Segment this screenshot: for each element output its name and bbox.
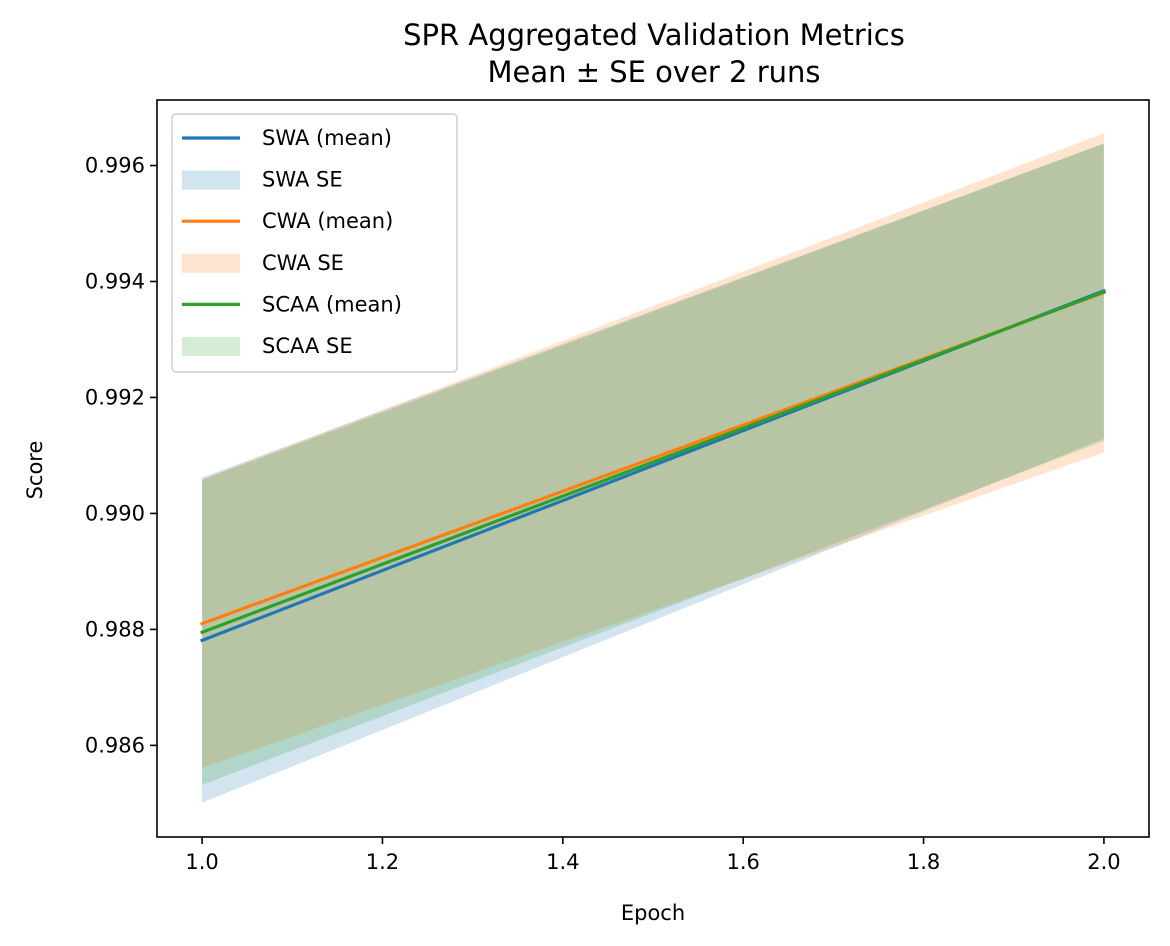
legend-box <box>171 113 458 373</box>
y-tick-label: 0.990 <box>85 501 145 525</box>
legend-label: SWA SE <box>262 168 343 192</box>
x-tick-label: 1.8 <box>907 850 940 874</box>
mean-line-2 <box>200 289 1106 635</box>
mean-lines <box>200 288 1106 643</box>
y-axis-ticks: 0.986 0.988 0.990 0.992 0.994 0.996 <box>85 154 157 757</box>
legend-label: SCAA (mean) <box>262 292 402 316</box>
x-tick-label: 1.6 <box>726 850 759 874</box>
y-axis-label: Score <box>23 441 47 500</box>
se-band-1 <box>202 133 1104 769</box>
x-tick-label: 1.0 <box>185 850 218 874</box>
y-tick-label: 0.994 <box>85 269 145 293</box>
se-band-0 <box>202 143 1104 803</box>
x-tick-label: 1.4 <box>546 850 579 874</box>
legend-label: SWA (mean) <box>262 126 392 150</box>
y-tick-label: 0.988 <box>85 617 145 641</box>
x-axis-label: Epoch <box>621 901 685 925</box>
x-axis-ticks: 1.0 1.2 1.4 1.6 1.8 2.0 <box>185 837 1121 874</box>
chart-subtitle: Mean ± SE over 2 runs <box>487 55 820 89</box>
chart-title: SPR Aggregated Validation Metrics <box>403 18 905 52</box>
legend-label: CWA SE <box>262 251 344 275</box>
legend-band-swatch <box>182 253 240 273</box>
x-tick-label: 1.2 <box>366 850 399 874</box>
plot-frame <box>156 99 1150 838</box>
legend: SWA (mean) SWA SE CWA (mean) CWA SE SCAA (me… <box>171 113 458 373</box>
x-tick-label: 2.0 <box>1087 850 1120 874</box>
legend-band-swatch <box>182 170 240 190</box>
y-tick-label: 0.986 <box>85 733 145 757</box>
y-tick-label: 0.996 <box>85 154 145 178</box>
legend-label: SCAA SE <box>262 334 353 358</box>
legend-label: CWA (mean) <box>262 209 393 233</box>
legend-band-swatch <box>182 337 240 356</box>
y-tick-label: 0.992 <box>85 385 145 409</box>
